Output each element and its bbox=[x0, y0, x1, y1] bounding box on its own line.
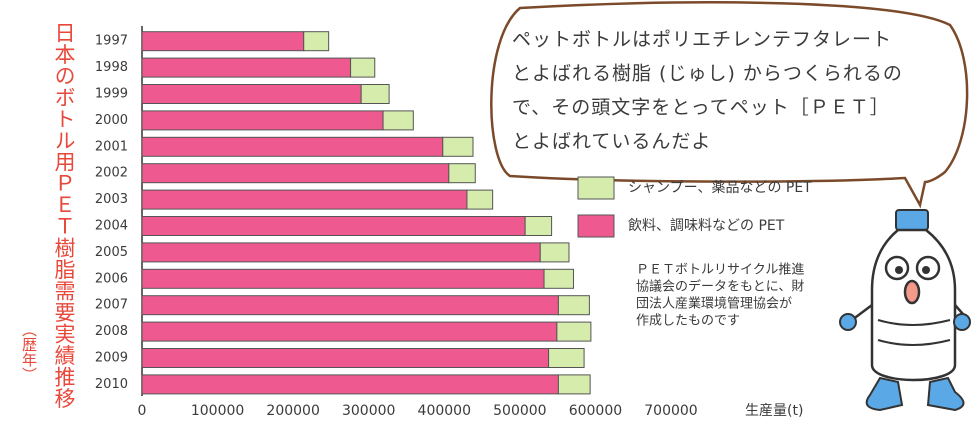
bar-segment bbox=[141, 110, 384, 131]
y-tick-label: 2000 bbox=[95, 113, 128, 128]
speech-text: ペットボトルはポリエチレンテフタレート bbox=[512, 29, 892, 51]
bar-segment bbox=[141, 57, 352, 78]
bar-segment bbox=[448, 163, 476, 184]
speech-text: で、その頭文字をとってペット［ＰＥＴ］ bbox=[512, 97, 890, 119]
x-tick-label: 100000 bbox=[191, 403, 244, 419]
bar-segment bbox=[141, 84, 362, 104]
y-tick-label: 2009 bbox=[95, 351, 128, 366]
bar-segment bbox=[350, 57, 376, 78]
bar-segment bbox=[557, 295, 590, 316]
y-tick-label: 2006 bbox=[95, 271, 128, 286]
y-tick-label: 2004 bbox=[95, 219, 128, 234]
bar-segment bbox=[141, 216, 526, 236]
x-tick-label: 500000 bbox=[493, 403, 546, 419]
y-tick-label: 2010 bbox=[95, 377, 128, 392]
bar-segment bbox=[141, 31, 305, 52]
source-note: 団法人産業環境管理協会が bbox=[636, 296, 792, 312]
bar-segment bbox=[466, 189, 494, 210]
bar-segment bbox=[539, 242, 570, 263]
legend-swatch bbox=[577, 214, 615, 238]
y-tick-label: 2001 bbox=[95, 139, 128, 154]
source-note: 作成したものです bbox=[636, 314, 740, 329]
x-tick-label: 700000 bbox=[644, 403, 697, 419]
bar-segment bbox=[524, 216, 553, 236]
y-tick-label: 2002 bbox=[95, 166, 128, 181]
bar-segment bbox=[141, 189, 468, 210]
y-tick-label: 1997 bbox=[95, 34, 128, 49]
legend-swatch bbox=[577, 176, 615, 200]
y-tick-label: 1998 bbox=[95, 60, 128, 75]
source-note: ＰＥＴボトルリサイクル推進 bbox=[636, 263, 804, 278]
legend-label: シャンプー、薬品などの PET bbox=[628, 180, 812, 196]
bar-segment bbox=[557, 374, 591, 395]
bar-segment bbox=[141, 242, 541, 263]
bar-segment bbox=[141, 295, 559, 316]
x-axis-label: 生産量(t) bbox=[745, 403, 803, 419]
mascot bbox=[839, 209, 971, 412]
chart-subtitle: （歴年） bbox=[20, 322, 38, 382]
x-tick-label: 400000 bbox=[418, 403, 471, 419]
bar-segment bbox=[141, 136, 444, 157]
x-tick-label: 300000 bbox=[342, 403, 395, 419]
speech-bubble bbox=[490, 1, 969, 209]
y-tick-label: 2003 bbox=[95, 192, 128, 207]
y-tick-label: 1999 bbox=[95, 87, 128, 102]
bar-segment bbox=[442, 136, 474, 157]
x-tick-label: 600000 bbox=[569, 403, 622, 419]
bar-segment bbox=[141, 268, 545, 289]
bar-segment bbox=[141, 374, 559, 395]
bar-segment bbox=[543, 268, 575, 289]
y-tick-label: 2007 bbox=[95, 298, 128, 313]
bar-segment bbox=[303, 31, 330, 52]
bar-segment bbox=[360, 84, 390, 104]
y-tick-label: 2005 bbox=[95, 245, 128, 260]
bar-segment bbox=[141, 348, 550, 368]
bar-segment bbox=[548, 348, 585, 368]
source-note: 協議会のデータをもとに、財 bbox=[636, 279, 804, 295]
legend-label: 飲料、調味料などの PET bbox=[628, 218, 785, 234]
chart-title: 日本のボトル用ＰＥＴ樹脂需要実績推移 bbox=[52, 22, 76, 409]
speech-text: とよばれる樹脂 (じゅし) からつくられるの bbox=[512, 63, 903, 85]
speech-text: とよばれているんだよ bbox=[512, 131, 711, 153]
bar-segment bbox=[382, 110, 414, 131]
bar-segment bbox=[141, 321, 558, 342]
bar-segment bbox=[141, 163, 450, 184]
y-tick-label: 2008 bbox=[95, 324, 128, 339]
x-tick-label: 200000 bbox=[266, 403, 319, 419]
bar-segment bbox=[556, 321, 592, 342]
x-tick-label: 0 bbox=[138, 403, 147, 419]
